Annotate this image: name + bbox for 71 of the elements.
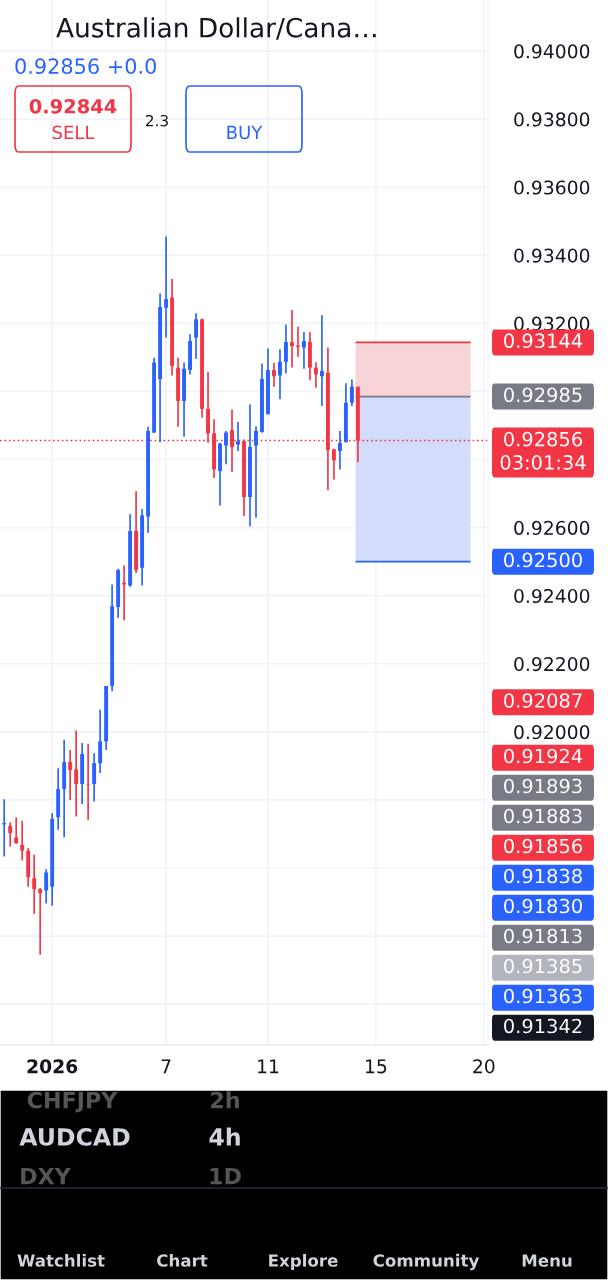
x-tick-label: 11 bbox=[258, 1059, 279, 1074]
text: 1D bbox=[210, 1167, 241, 1185]
candlestick bbox=[349, 378, 354, 407]
candlestick bbox=[319, 314, 324, 407]
x-tick-label: 2026 bbox=[27, 1059, 78, 1074]
text: DXY bbox=[21, 1167, 72, 1185]
text: 0.91893 bbox=[504, 778, 582, 794]
text: 0.92087 bbox=[504, 693, 582, 708]
candlestick bbox=[74, 729, 79, 818]
candlestick bbox=[14, 816, 19, 845]
annotation: 0.92844 bbox=[29, 98, 117, 114]
y-tick-label: 0.92400 bbox=[514, 588, 590, 604]
annotation: 2.3 bbox=[145, 114, 168, 127]
y-tick-label: 0.92000 bbox=[514, 725, 590, 740]
x-tick-label: 7 bbox=[161, 1059, 171, 1074]
candlestick bbox=[164, 235, 169, 339]
y-tick-label: 0.92600 bbox=[514, 520, 590, 535]
text: Australian Dollar/Cana… bbox=[56, 17, 376, 40]
text: Watchlist bbox=[17, 1253, 105, 1267]
text: Explore bbox=[269, 1253, 338, 1271]
candlestick bbox=[98, 708, 103, 774]
text: AUDCAD bbox=[19, 1127, 130, 1146]
candlestick bbox=[38, 887, 43, 956]
text: 0.91883 bbox=[504, 808, 582, 824]
candlestick bbox=[302, 331, 306, 370]
candlestick bbox=[290, 309, 294, 369]
candlestick bbox=[236, 421, 240, 452]
y-tick-label: 0.92200 bbox=[514, 656, 590, 672]
text: CHFJPY bbox=[27, 1091, 118, 1113]
text: Chart bbox=[157, 1253, 208, 1267]
annotation: BUY bbox=[227, 125, 263, 140]
candlestick bbox=[272, 362, 276, 388]
candlestick bbox=[86, 742, 91, 821]
candlestick bbox=[254, 425, 258, 519]
y-tick-label: 0.93800 bbox=[514, 112, 590, 127]
x-tick-label: 20 bbox=[473, 1059, 495, 1074]
y-tick-label: 0.93400 bbox=[514, 248, 590, 263]
candlestick bbox=[278, 348, 282, 401]
annotation: SELL bbox=[52, 125, 95, 140]
candlestick bbox=[331, 447, 336, 481]
candlestick bbox=[44, 868, 49, 905]
candlestick bbox=[296, 325, 300, 358]
ref-line-label: 0.92500 bbox=[504, 552, 582, 568]
text: 0.91342 bbox=[504, 1018, 582, 1034]
candlestick bbox=[32, 853, 37, 915]
candlestick bbox=[92, 752, 97, 803]
text: 0.91385 bbox=[504, 958, 582, 974]
candlestick bbox=[337, 430, 342, 471]
candlestick bbox=[68, 749, 73, 801]
y-tick-label: 0.94000 bbox=[514, 44, 590, 59]
ref-line-label: 0.92985 bbox=[504, 387, 582, 403]
x-tick-label: 15 bbox=[366, 1059, 387, 1074]
ref-line-label: 0.93144 bbox=[504, 333, 583, 349]
candlestick bbox=[8, 821, 13, 848]
text: 0.91924 bbox=[504, 748, 583, 764]
text: 2h bbox=[211, 1091, 239, 1109]
text: 0.92856 +0.0 bbox=[15, 58, 156, 75]
ref-line-label: 0.92856 03:01:34 bbox=[500, 431, 586, 470]
candlestick bbox=[194, 312, 198, 360]
candlestick bbox=[20, 819, 25, 862]
text: Menu bbox=[522, 1254, 572, 1267]
text: 4h bbox=[209, 1127, 240, 1146]
text: 0.91830 bbox=[504, 898, 582, 914]
text: Community bbox=[373, 1253, 480, 1271]
y-tick-label: 0.93600 bbox=[514, 180, 590, 195]
candlestick bbox=[284, 323, 288, 375]
text: 0.91838 bbox=[504, 868, 582, 884]
text: 0.91856 bbox=[504, 838, 582, 854]
text: 0.91813 bbox=[504, 928, 582, 944]
text: 0.91363 bbox=[504, 988, 582, 1004]
candlestick bbox=[224, 430, 228, 466]
